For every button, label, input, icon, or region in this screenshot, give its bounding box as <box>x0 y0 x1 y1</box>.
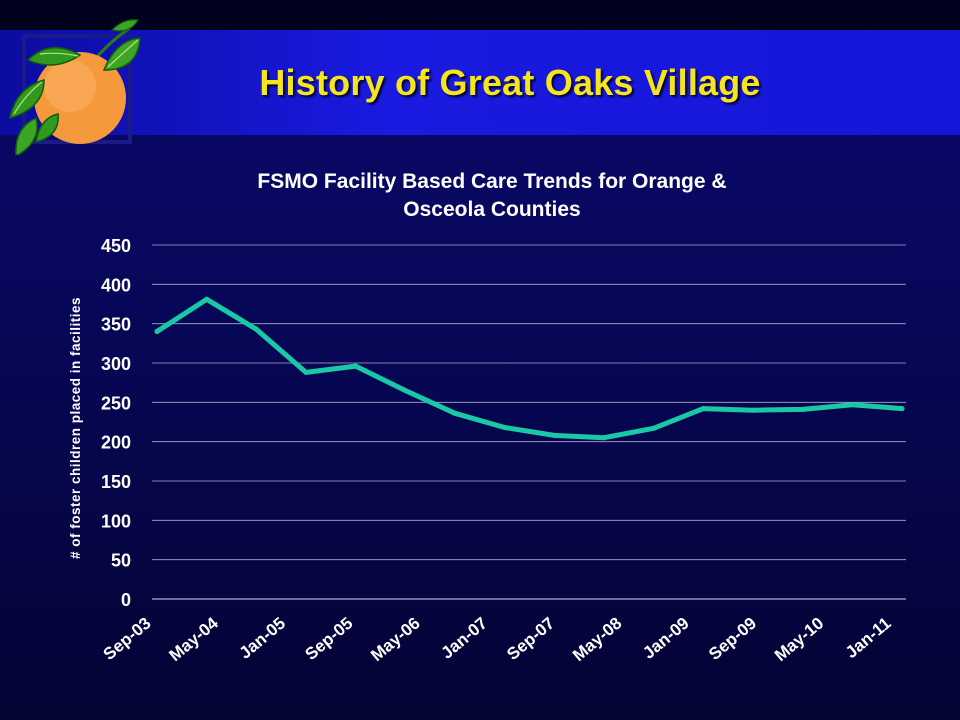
y-tick-label: 450 <box>101 236 131 256</box>
gridlines <box>152 244 906 600</box>
x-tick-label: Sep-03 <box>100 614 155 664</box>
data-point <box>502 425 508 431</box>
y-tick-label: 250 <box>101 393 131 413</box>
x-tick-label: May-04 <box>165 613 222 665</box>
x-tick-label: Sep-05 <box>301 614 356 664</box>
x-tick-label: Jan-09 <box>639 614 692 663</box>
y-axis-tick-labels: 0 50 100 150 200 250 300 350 400 450 <box>101 236 131 610</box>
orange-fruit-icon <box>9 19 141 155</box>
data-point <box>353 363 359 369</box>
data-point <box>253 326 259 332</box>
x-tick-label: May-08 <box>569 614 625 666</box>
data-point <box>651 425 657 431</box>
data-point <box>899 406 905 412</box>
y-tick-label: 150 <box>101 472 131 492</box>
chart-title-line-1: FSMO Facility Based Care Trends for Oran… <box>257 170 726 193</box>
data-point <box>601 435 607 441</box>
data-point <box>700 406 706 412</box>
y-tick-label: 400 <box>101 275 131 295</box>
data-point <box>452 410 458 416</box>
series-line <box>154 296 905 441</box>
y-tick-label: 100 <box>101 511 131 531</box>
data-point <box>154 329 160 335</box>
series-group <box>154 296 905 441</box>
x-tick-label: Sep-07 <box>503 614 558 664</box>
x-tick-label: May-10 <box>771 614 827 666</box>
y-tick-label: 50 <box>111 551 131 571</box>
chart-title-line-2: Osceola Counties <box>403 198 580 221</box>
slide-title: History of Great Oaks Village <box>259 62 761 103</box>
top-strip <box>0 0 960 30</box>
y-axis-label: # of foster children placed in facilitie… <box>68 297 83 559</box>
data-point <box>800 406 806 412</box>
chart-title: FSMO Facility Based Care Trends for Oran… <box>257 170 726 221</box>
data-point <box>750 407 756 413</box>
data-point <box>303 369 309 375</box>
data-point <box>849 402 855 408</box>
data-point <box>551 432 557 438</box>
x-axis-tick-labels: Sep-03 May-04 Jan-05 Sep-05 May-06 Jan-07 Sep-… <box>100 613 895 665</box>
x-tick-label: Jan-11 <box>842 614 895 663</box>
y-tick-label: 350 <box>101 315 131 335</box>
data-point <box>402 388 408 394</box>
x-tick-label: May-06 <box>367 614 423 666</box>
x-tick-label: Jan-05 <box>236 614 289 663</box>
y-tick-label: 300 <box>101 354 131 374</box>
x-tick-label: Sep-09 <box>705 614 760 664</box>
x-tick-label: Jan-07 <box>437 614 490 663</box>
y-tick-label: 200 <box>101 433 131 453</box>
y-tick-label: 0 <box>121 590 131 610</box>
header-band <box>0 30 960 135</box>
data-point <box>204 296 210 302</box>
